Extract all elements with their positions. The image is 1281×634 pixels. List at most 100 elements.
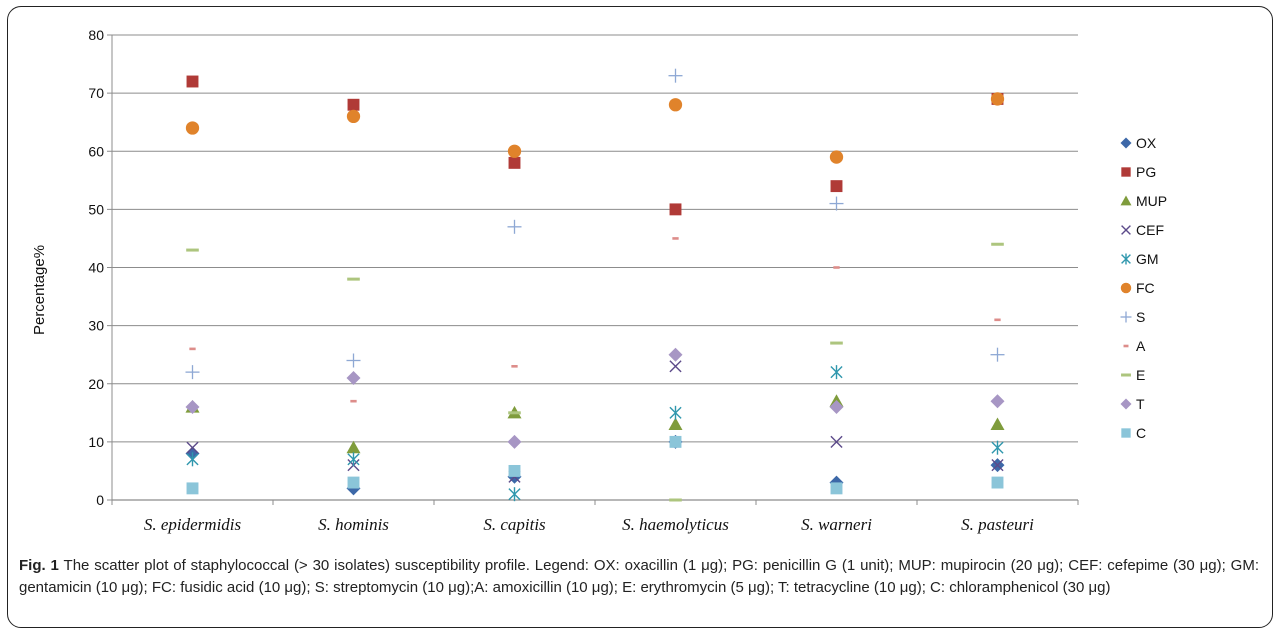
point-fc — [668, 98, 683, 112]
point-gm — [991, 440, 1004, 455]
y-tick-label: 50 — [88, 201, 104, 217]
y-tick-label: 40 — [88, 260, 104, 276]
y-tick-label: 30 — [88, 318, 104, 334]
point-a — [672, 237, 679, 240]
x-tick-label: S. capitis — [483, 515, 546, 534]
legend-marker-t — [1120, 398, 1132, 410]
caption-label: Fig. 1 — [19, 557, 59, 574]
x-tick-label: S. warneri — [801, 515, 872, 534]
legend-marker-e — [1121, 373, 1131, 377]
point-t — [990, 394, 1005, 409]
y-axis-label: Percentage% — [31, 245, 48, 335]
point-a — [189, 347, 196, 351]
legend-label-mup: MUP — [1136, 193, 1167, 209]
point-cef — [669, 360, 682, 373]
point-c — [508, 464, 521, 477]
legend-label-pg: PG — [1136, 164, 1156, 180]
legend-marker-cef — [1121, 225, 1131, 235]
point-e — [991, 242, 1004, 246]
x-tick-label: S. haemolyticus — [622, 515, 729, 534]
x-tick-label: S. pasteuri — [961, 515, 1034, 534]
point-gm — [347, 452, 360, 467]
point-gm — [508, 487, 521, 502]
point-gm — [186, 452, 199, 467]
point-t — [829, 400, 844, 414]
point-t — [507, 434, 522, 449]
y-tick-label: 20 — [88, 376, 104, 392]
figure-caption: Fig. 1 The scatter plot of staphylococca… — [19, 555, 1259, 599]
legend-marker-pg — [1121, 167, 1131, 177]
point-pg — [508, 156, 521, 169]
point-s — [507, 219, 522, 234]
point-c — [830, 482, 843, 495]
point-gm — [669, 405, 682, 420]
point-s — [185, 365, 200, 380]
caption-text: The scatter plot of staphylococcal (> 30… — [19, 557, 1260, 596]
point-fc — [185, 121, 200, 135]
point-mup — [990, 417, 1005, 431]
legend-label-a: A — [1136, 338, 1146, 354]
point-pg — [347, 98, 360, 111]
legend-label-gm: GM — [1136, 251, 1159, 267]
point-gm — [830, 365, 843, 380]
legend-marker-a — [1123, 344, 1129, 348]
data-points — [185, 68, 1005, 502]
point-c — [186, 482, 199, 495]
point-cef — [186, 441, 199, 454]
grid-lines — [107, 34, 1078, 501]
point-a — [350, 399, 357, 403]
point-a — [511, 365, 518, 368]
y-tick-label: 80 — [88, 27, 104, 43]
x-tick-label: S. hominis — [318, 515, 389, 534]
y-tick-labels: 0 10 20 30 40 50 60 70 80 — [88, 27, 104, 508]
point-fc — [990, 92, 1005, 106]
point-t — [185, 400, 200, 414]
point-mup — [668, 417, 683, 431]
x-tick-label: S. epidermidis — [144, 515, 242, 534]
point-a — [833, 266, 840, 269]
point-fc — [507, 144, 522, 158]
point-fc — [829, 150, 844, 164]
legend-label-e: E — [1136, 367, 1145, 383]
legend-label-ox: OX — [1136, 135, 1157, 151]
y-tick-label: 0 — [96, 492, 104, 508]
legend-label-c: C — [1136, 425, 1146, 441]
legend-marker-mup — [1120, 195, 1132, 206]
point-e — [186, 248, 199, 252]
point-s — [346, 353, 361, 368]
point-a — [994, 318, 1001, 322]
legend-label-fc: FC — [1136, 280, 1155, 296]
figure-frame — [7, 6, 1273, 628]
point-s — [990, 347, 1005, 362]
y-tick-label: 70 — [88, 85, 104, 101]
point-e — [347, 277, 360, 281]
point-pg — [669, 203, 682, 216]
point-e — [508, 411, 521, 415]
axes — [111, 35, 1079, 505]
point-s — [829, 196, 844, 211]
point-c — [347, 476, 360, 489]
y-tick-label: 10 — [88, 434, 104, 450]
legend-marker-gm — [1121, 253, 1131, 265]
y-tick-label: 60 — [88, 143, 104, 159]
point-c — [991, 476, 1004, 489]
point-s — [668, 68, 683, 83]
point-pg — [830, 180, 843, 193]
point-cef — [830, 435, 843, 448]
point-cef — [991, 459, 1004, 472]
legend-marker-s — [1120, 311, 1132, 323]
legend-marker-fc — [1120, 282, 1132, 294]
point-t — [346, 370, 361, 385]
x-tick-labels: S. epidermidis S. hominis S. capitis S. hae… — [144, 515, 1034, 534]
legend-label-s: S — [1136, 309, 1145, 325]
legend-marker-c — [1121, 428, 1131, 438]
legend-label-cef: CEF — [1136, 222, 1164, 238]
point-mup — [346, 440, 361, 454]
point-c — [669, 435, 682, 448]
legend-marker-ox — [1120, 137, 1132, 149]
legend-label-t: T — [1136, 396, 1145, 412]
point-e — [669, 498, 682, 502]
point-fc — [346, 109, 361, 124]
